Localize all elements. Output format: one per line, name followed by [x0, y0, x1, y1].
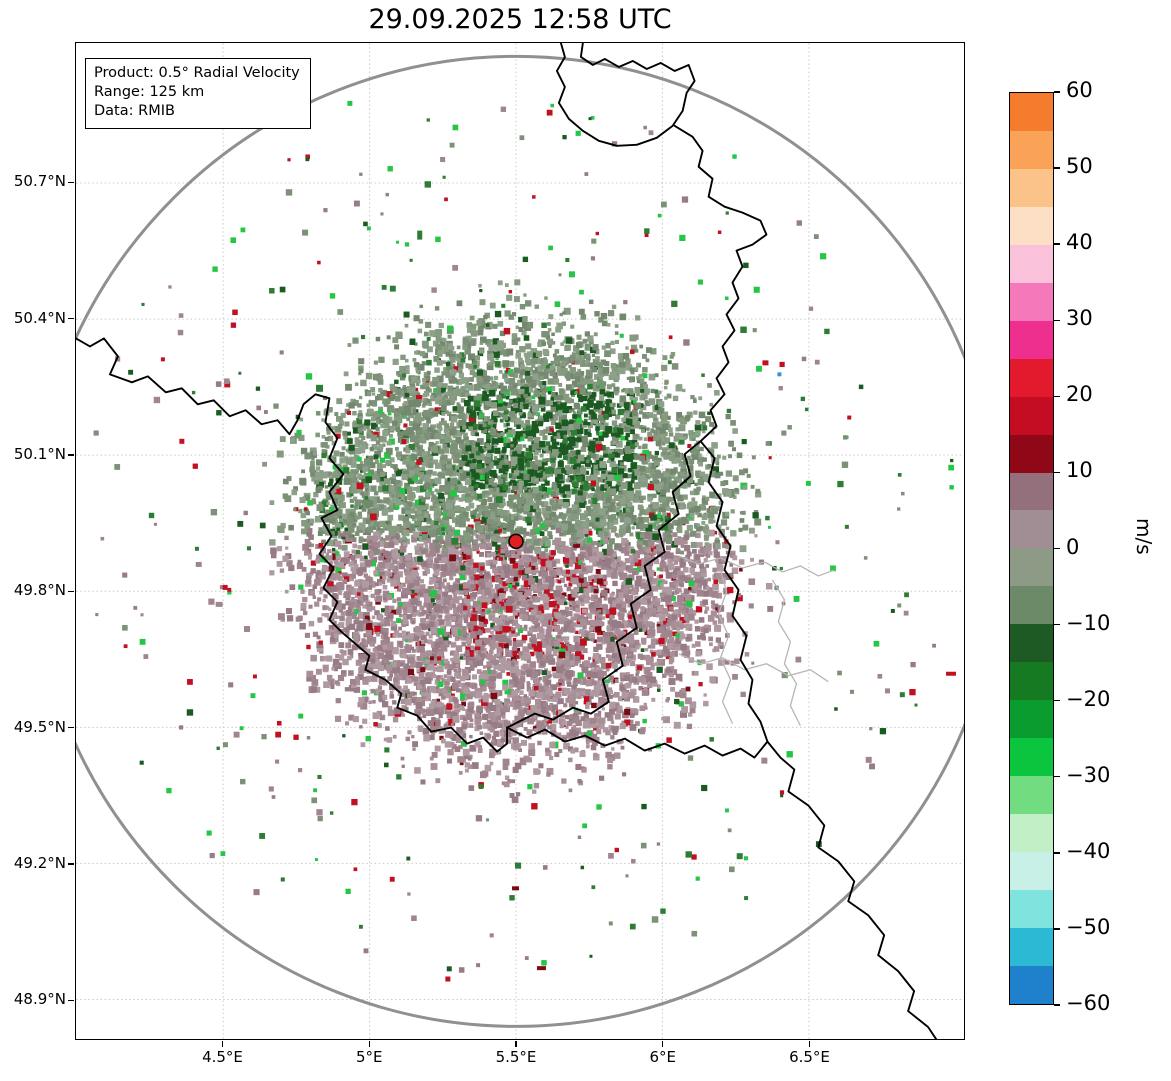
- colorbar-segment: [1010, 586, 1053, 625]
- colorbar-segment: [1010, 662, 1053, 701]
- info-data-line: Data: RMIB: [94, 103, 175, 120]
- y-tick-mark: [68, 999, 74, 1002]
- district-border: [717, 569, 734, 724]
- colorbar-segment: [1010, 93, 1053, 131]
- colorbar-tick-mark: [1054, 471, 1060, 474]
- colorbar-tick-label: −20: [1066, 686, 1111, 711]
- y-tick-mark: [68, 590, 74, 593]
- colorbar-tick-label: 20: [1066, 382, 1093, 407]
- country-border: [673, 124, 769, 743]
- chart-title: 29.09.2025 12:58 UTC: [368, 4, 672, 35]
- x-tick-mark: [221, 1041, 224, 1047]
- colorbar-segment: [1010, 927, 1053, 966]
- colorbar-tick-mark: [1054, 623, 1060, 626]
- colorbar-segment: [1010, 965, 1053, 1004]
- colorbar-segment: [1010, 510, 1053, 549]
- colorbar-segment: [1010, 624, 1053, 663]
- colorbar-segment: [1010, 434, 1053, 473]
- colorbar-segment: [1010, 548, 1053, 587]
- colorbar-segment: [1010, 738, 1053, 777]
- x-tick-label: 6.5°E: [789, 1048, 830, 1066]
- colorbar-segment: [1010, 852, 1053, 891]
- y-tick-mark: [68, 863, 74, 865]
- info-range-line: Range: 125 km: [94, 84, 205, 101]
- colorbar-segment: [1010, 244, 1053, 283]
- colorbar-tick-label: 10: [1066, 458, 1093, 483]
- colorbar-tick-mark: [1054, 547, 1060, 550]
- colorbar-tick-label: −50: [1066, 914, 1111, 939]
- x-tick-label: 5°E: [355, 1048, 383, 1066]
- colorbar-tick-mark: [1054, 776, 1060, 778]
- colorbar-segment: [1010, 700, 1053, 739]
- colorbar-tick-label: −30: [1066, 762, 1111, 787]
- colorbar-segment: [1010, 472, 1053, 511]
- y-tick-label: 50.4°N: [13, 308, 66, 327]
- info-box: Product: 0.5° Radial Velocity Range: 125…: [85, 58, 311, 130]
- colorbar-tick-mark: [1054, 91, 1060, 93]
- colorbar-segment: [1010, 320, 1053, 359]
- district-border: [771, 579, 801, 726]
- y-tick-label: 49.8°N: [13, 581, 66, 600]
- colorbar: [1009, 92, 1054, 1005]
- y-tick-label: 50.7°N: [13, 172, 66, 191]
- colorbar-segment: [1010, 890, 1053, 928]
- country-border: [506, 440, 702, 729]
- colorbar-tick-label: 30: [1066, 306, 1093, 331]
- y-tick-label: 49.2°N: [13, 854, 66, 873]
- x-tick-mark: [662, 1041, 664, 1047]
- colorbar-segment: [1010, 130, 1053, 169]
- y-tick-label: 48.9°N: [13, 990, 66, 1009]
- country-border: [76, 337, 508, 753]
- district-border: [678, 555, 835, 577]
- info-product-line: Product: 0.5° Radial Velocity: [94, 65, 300, 81]
- colorbar-tick-label: −60: [1066, 991, 1111, 1015]
- x-tick-mark: [515, 1041, 517, 1047]
- x-tick-label: 4.5°E: [202, 1048, 243, 1066]
- colorbar-tick-mark: [1054, 1004, 1060, 1006]
- x-tick-mark: [808, 1041, 811, 1047]
- x-tick-label: 5.5°E: [495, 1048, 537, 1066]
- colorbar-tick-mark: [1054, 699, 1060, 702]
- y-tick-label: 50.1°N: [13, 445, 66, 463]
- colorbar-tick-label: −10: [1066, 610, 1111, 635]
- country-border: [766, 740, 938, 1039]
- colorbar-tick-mark: [1054, 319, 1060, 321]
- colorbar-tick-label: 40: [1066, 230, 1093, 255]
- colorbar-tick-mark: [1054, 852, 1060, 854]
- colorbar-tick-label: 50: [1066, 154, 1093, 179]
- colorbar-segment: [1010, 206, 1053, 245]
- y-tick-label: 49.5°N: [13, 717, 66, 736]
- colorbar-segment: [1010, 396, 1053, 435]
- country-border: [555, 43, 696, 147]
- plot-area: Product: 0.5° Radial Velocity Range: 125…: [75, 42, 965, 1040]
- colorbar-tick-label: 0: [1066, 534, 1080, 559]
- colorbar-segment: [1010, 358, 1053, 397]
- colorbar-segment: [1010, 282, 1053, 321]
- radar-map-canvas: [76, 43, 964, 1039]
- x-tick-label: 6°E: [649, 1048, 677, 1066]
- colorbar-tick-mark: [1054, 928, 1060, 930]
- y-tick-mark: [68, 181, 74, 183]
- colorbar-tick-label: −40: [1066, 838, 1111, 863]
- colorbar-segment: [1010, 776, 1053, 815]
- colorbar-segment: [1010, 814, 1053, 853]
- district-border: [678, 653, 829, 683]
- radar-site-marker: [508, 533, 524, 550]
- range-ring: [76, 54, 964, 1028]
- y-tick-mark: [68, 317, 74, 320]
- y-tick-mark: [68, 454, 74, 456]
- colorbar-tick-mark: [1054, 167, 1060, 169]
- colorbar-tick-mark: [1054, 395, 1060, 398]
- colorbar-tick-label: 60: [1066, 78, 1093, 102]
- colorbar-tick-mark: [1054, 243, 1060, 245]
- colorbar-unit-label: m/s: [1132, 518, 1156, 555]
- x-tick-mark: [368, 1041, 370, 1047]
- colorbar-segment: [1010, 168, 1053, 207]
- y-tick-mark: [68, 727, 74, 729]
- country-border: [506, 726, 769, 759]
- velocity-field: [93, 100, 957, 982]
